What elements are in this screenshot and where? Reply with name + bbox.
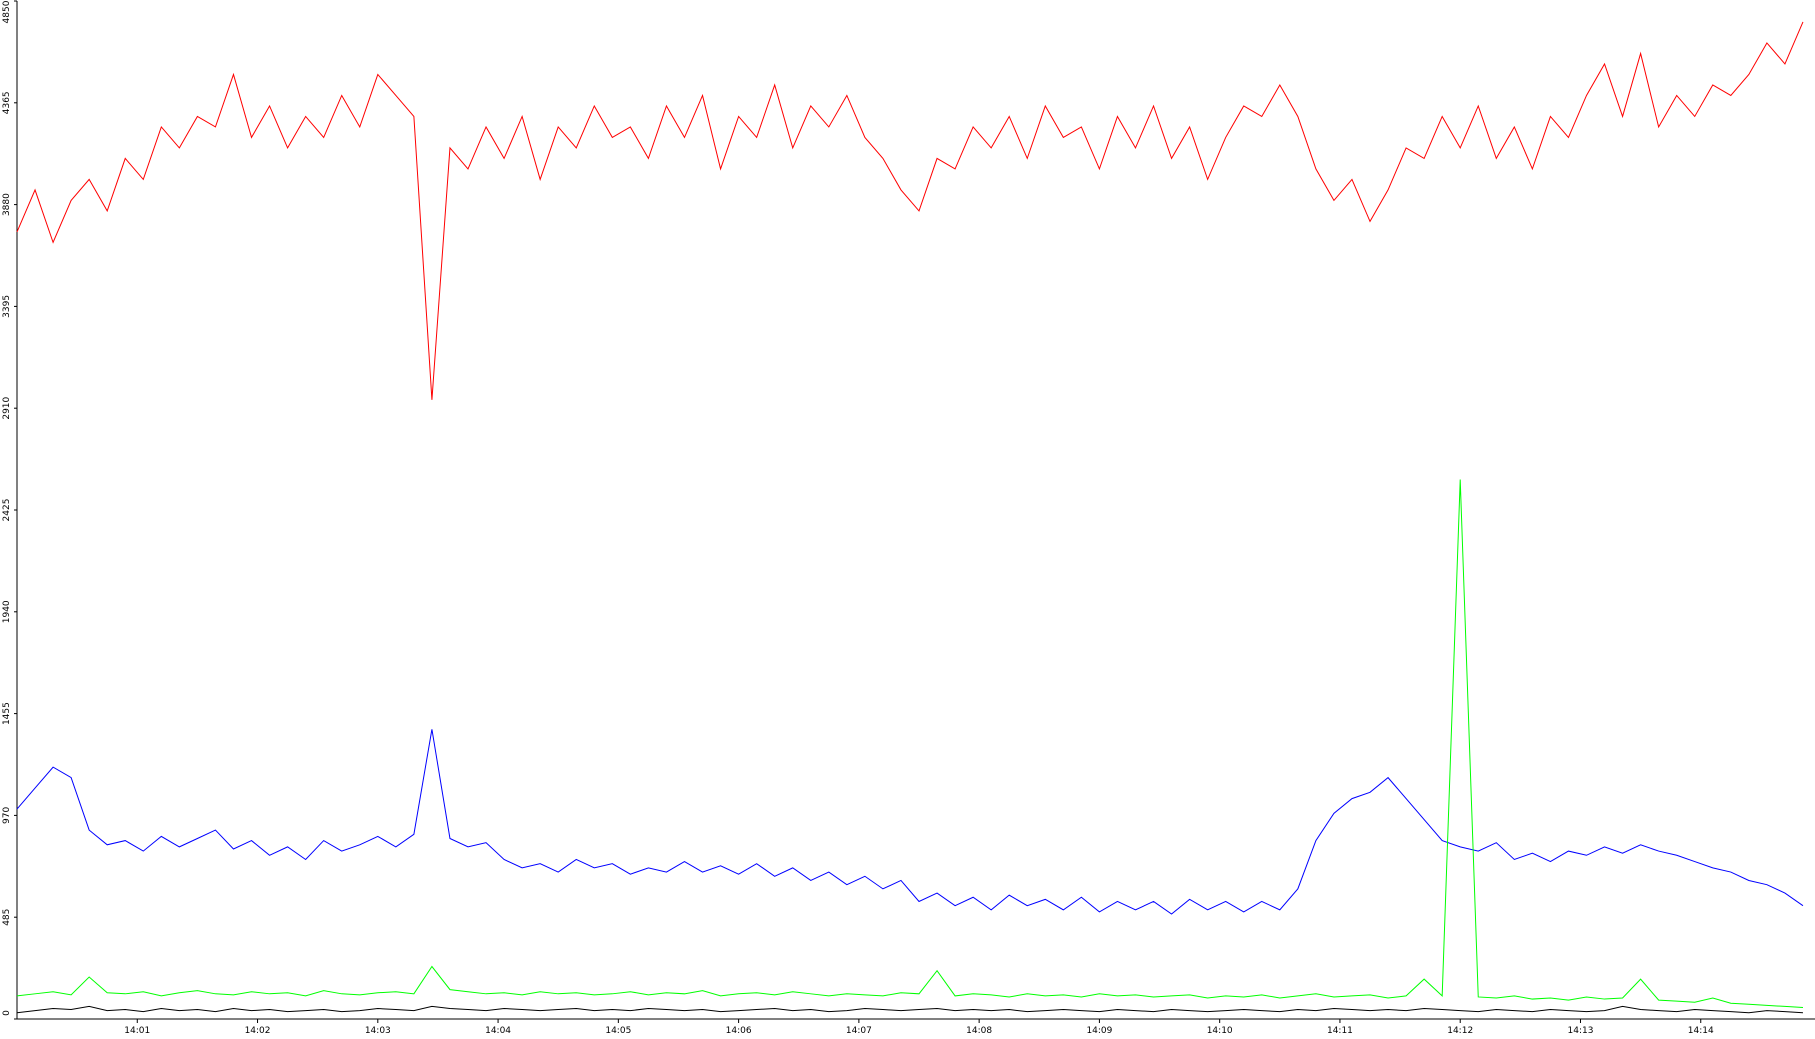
x-tick-label: 14:02	[245, 1026, 271, 1036]
y-tick-label: 3880	[2, 193, 12, 216]
y-tick-label: 2910	[2, 396, 12, 419]
x-tick-label: 14:01	[124, 1026, 150, 1036]
y-tick-label: 4850	[2, 0, 12, 23]
x-tick-label: 14:12	[1447, 1026, 1473, 1036]
x-tick-label: 14:08	[966, 1026, 992, 1036]
x-tick-label: 14:03	[365, 1026, 391, 1036]
x-tick-label: 14:04	[485, 1026, 511, 1036]
y-tick-label: 970	[2, 807, 12, 824]
y-tick-label: 3395	[2, 295, 12, 318]
series-line	[16, 21, 1804, 400]
y-tick-label: 2425	[2, 499, 12, 522]
series-line	[16, 479, 1803, 1008]
x-tick-label: 14:11	[1327, 1026, 1353, 1036]
x-tick-label: 14:10	[1207, 1026, 1233, 1036]
x-tick-label: 14:14	[1688, 1026, 1714, 1036]
x-tick-label: 14:05	[605, 1026, 631, 1036]
y-tick-label: 485	[2, 909, 12, 926]
y-tick-label: 1940	[2, 600, 12, 623]
series-line	[16, 1005, 1803, 1014]
x-tick-label: 14:07	[846, 1026, 872, 1036]
y-tick-label: 1455	[2, 702, 12, 725]
x-tick-label: 14:13	[1568, 1026, 1594, 1036]
series-line	[16, 729, 1804, 915]
x-tick-label: 14:09	[1086, 1026, 1112, 1036]
y-tick-label: 4365	[2, 91, 12, 114]
y-tick-label: 0	[2, 1010, 12, 1016]
x-tick-label: 14:06	[726, 1026, 752, 1036]
